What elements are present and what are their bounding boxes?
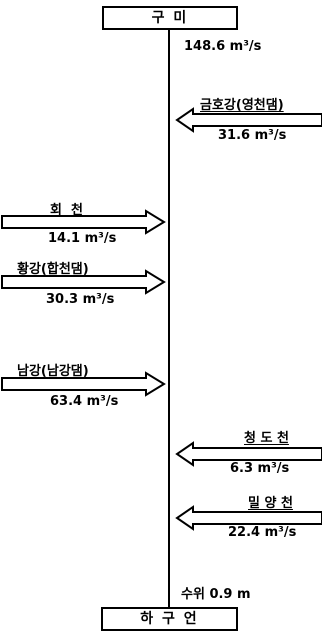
inflow-arrow-hwanggang xyxy=(1,269,166,295)
inflow-arrow-cheongdo xyxy=(175,441,322,467)
inflow-name-hwanggang: 황강(합천댐) xyxy=(17,262,89,277)
inflow-value-hwanggang: 30.3 m³/s xyxy=(46,292,115,307)
estuary-stage-label: 수위 0.9 m xyxy=(181,587,251,602)
inflow-value-geumho: 31.6 m³/s xyxy=(218,128,287,143)
inflow-name-cheongdo: 청 도 천 xyxy=(244,431,289,446)
inflow-value-namgang: 63.4 m³/s xyxy=(50,394,119,409)
inflow-name-geumho: 금호강(영천댐) xyxy=(200,98,284,113)
inflow-value-hoecheon: 14.1 m³/s xyxy=(48,231,117,246)
inflow-arrow-miryang xyxy=(175,505,322,531)
inflow-arrow-hoecheon xyxy=(1,209,166,235)
inflow-name-miryang: 밀 양 천 xyxy=(248,496,293,511)
inflow-arrow-namgang xyxy=(1,371,166,397)
inflow-value-cheongdo: 6.3 m³/s xyxy=(230,461,290,476)
gumi-flow-label: 148.6 m³/s xyxy=(184,39,262,54)
inflow-arrow-geumho xyxy=(175,107,322,133)
inflow-name-namgang: 남강(남강댐) xyxy=(17,364,89,379)
estuary-barrage-box: 하 구 언 xyxy=(101,607,238,631)
inflow-value-miryang: 22.4 m³/s xyxy=(228,525,297,540)
gumi-station-box: 구 미 xyxy=(102,6,238,30)
inflow-name-hoecheon: 회 천 xyxy=(50,203,83,218)
